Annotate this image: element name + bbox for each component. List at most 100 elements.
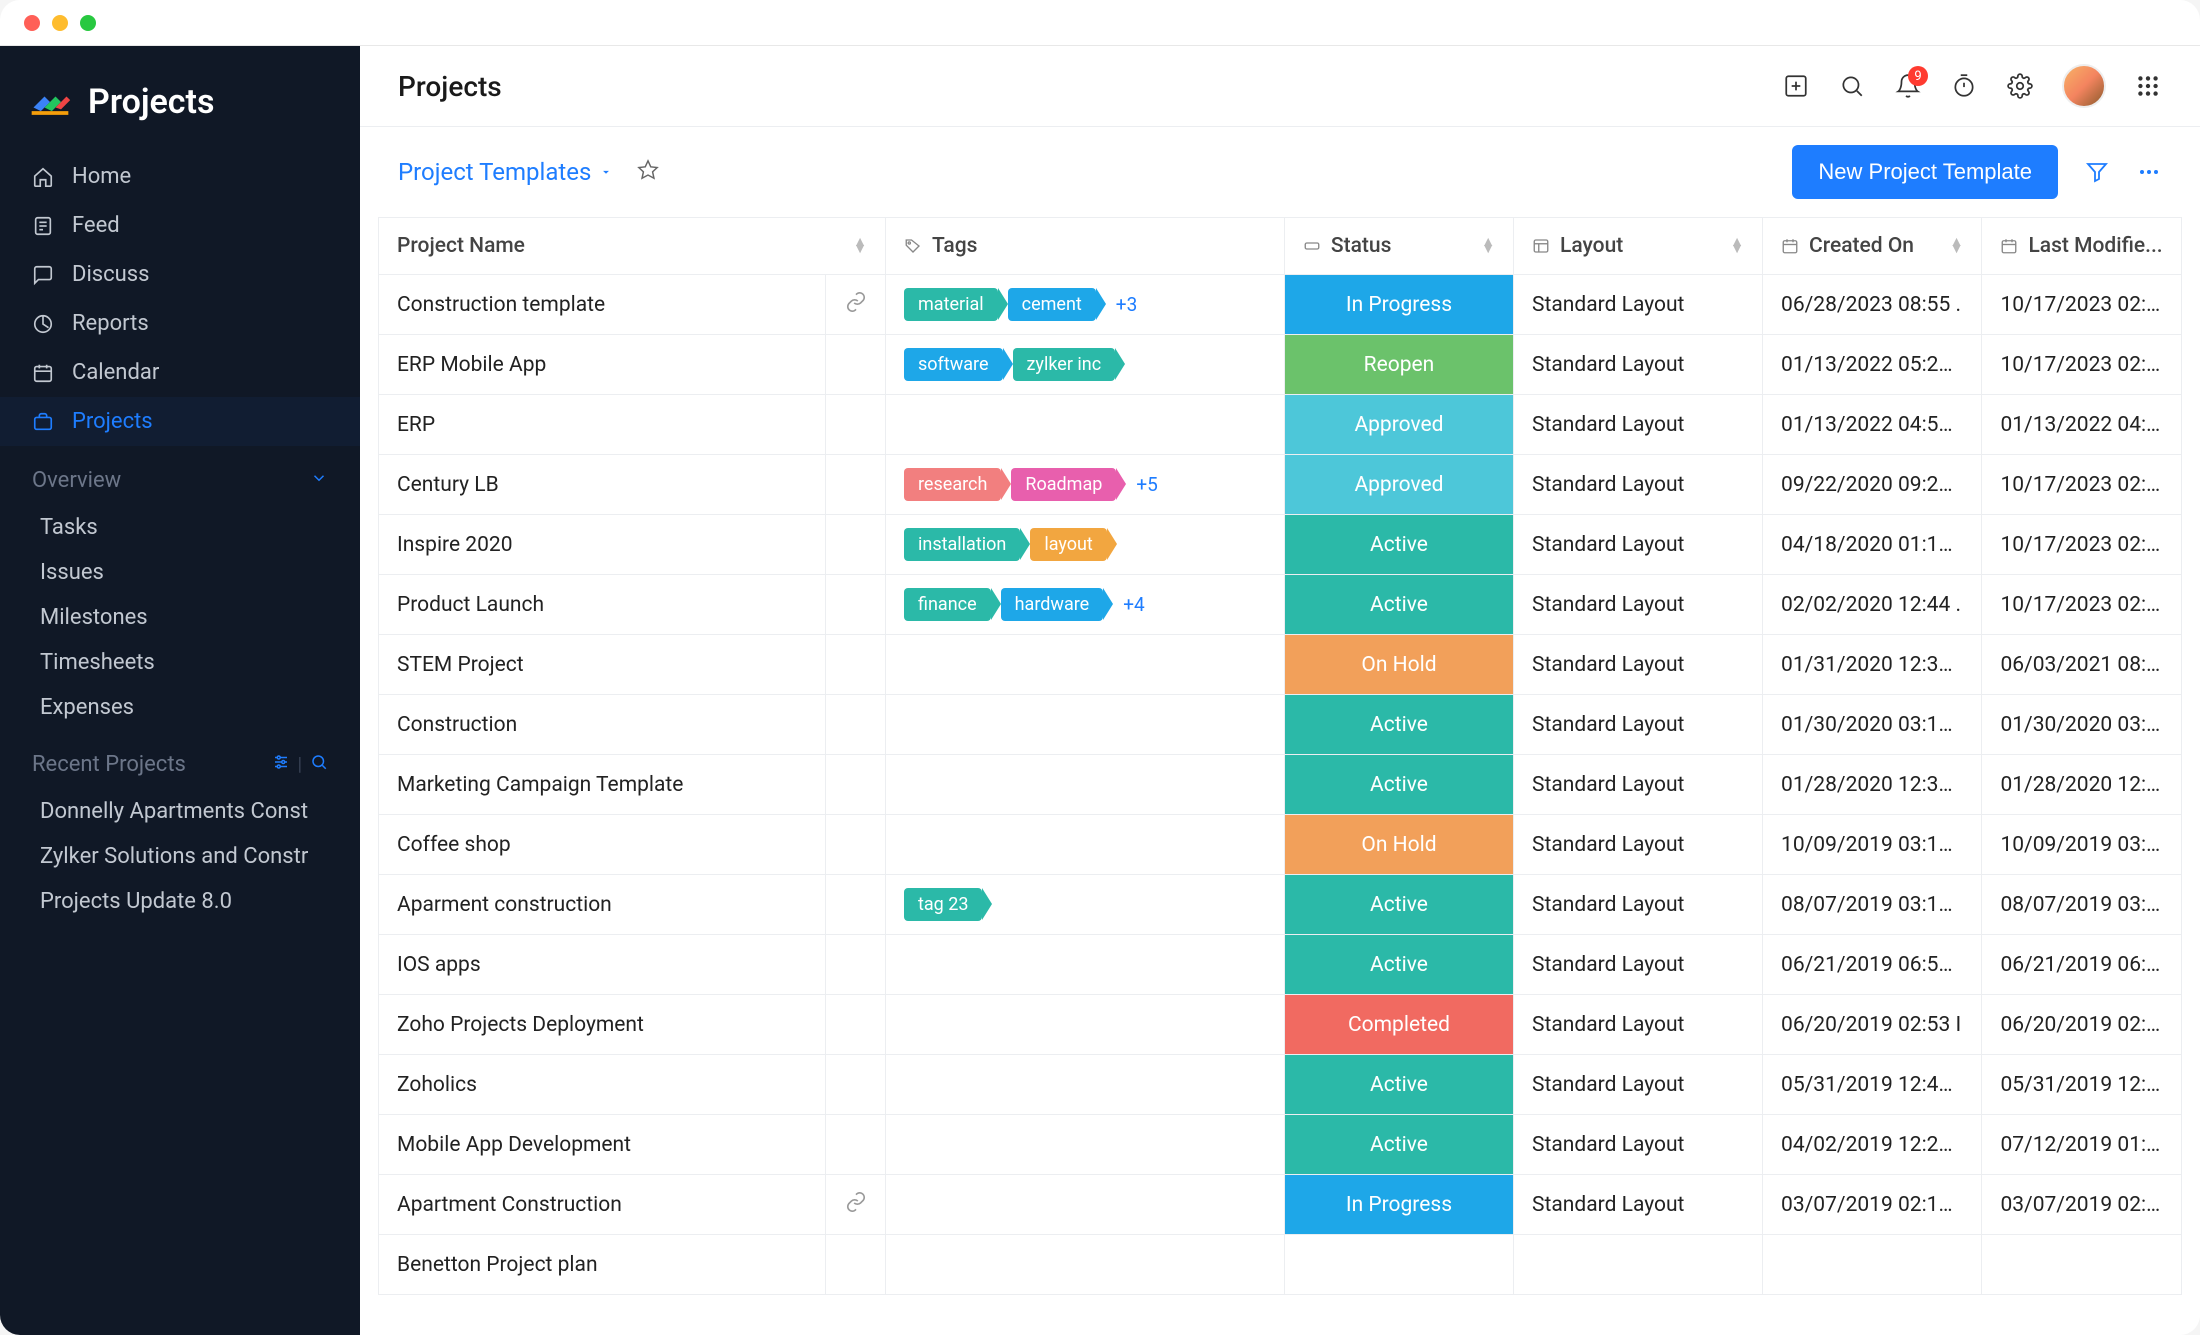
apps-grid-icon[interactable]: [2134, 72, 2162, 100]
table-row[interactable]: Coffee shopOn HoldStandard Layout10/09/2…: [379, 815, 2182, 875]
status-cell[interactable]: In Progress: [1284, 1175, 1513, 1235]
search-icon[interactable]: [1838, 72, 1866, 100]
tag[interactable]: software: [904, 348, 1003, 381]
overview-item[interactable]: Expenses: [0, 685, 360, 730]
new-template-button[interactable]: New Project Template: [1792, 145, 2058, 199]
recent-item[interactable]: Projects Update 8.0: [0, 879, 360, 924]
recent-item[interactable]: Zylker Solutions and Constr: [0, 834, 360, 879]
column-header-modified[interactable]: Last Modifie...: [1982, 218, 2182, 275]
more-tags[interactable]: +3: [1116, 293, 1137, 316]
project-name-cell[interactable]: Product Launch: [379, 575, 826, 635]
status-cell[interactable]: Completed: [1284, 995, 1513, 1055]
table-row[interactable]: IOS appsActiveStandard Layout06/21/2019 …: [379, 935, 2182, 995]
status-cell[interactable]: Active: [1284, 515, 1513, 575]
overview-item[interactable]: Tasks: [0, 505, 360, 550]
project-name-cell[interactable]: ERP: [379, 395, 826, 455]
project-name-cell[interactable]: Century LB: [379, 455, 826, 515]
table-row[interactable]: Zoho Projects DeploymentCompletedStandar…: [379, 995, 2182, 1055]
project-name-cell[interactable]: Aparment construction: [379, 875, 826, 935]
view-dropdown[interactable]: Project Templates: [398, 158, 613, 186]
tag[interactable]: Roadmap: [1011, 468, 1116, 501]
filter-icon[interactable]: [2084, 159, 2110, 185]
table-row[interactable]: Product Launchfinancehardware+4ActiveSta…: [379, 575, 2182, 635]
table-row[interactable]: Mobile App DevelopmentActiveStandard Lay…: [379, 1115, 2182, 1175]
project-name-cell[interactable]: Coffee shop: [379, 815, 826, 875]
status-cell[interactable]: On Hold: [1284, 635, 1513, 695]
recent-item[interactable]: Donnelly Apartments Const: [0, 789, 360, 834]
column-header-name[interactable]: Project Name▲▼: [379, 218, 886, 275]
table-row[interactable]: Construction template material cement +3 In …: [379, 275, 2182, 335]
column-header-layout[interactable]: Layout▲▼: [1514, 218, 1763, 275]
overview-item[interactable]: Timesheets: [0, 640, 360, 685]
tag[interactable]: material: [904, 288, 998, 321]
column-header-status[interactable]: Status▲▼: [1284, 218, 1513, 275]
overview-section-header[interactable]: Overview: [0, 446, 360, 505]
project-name-cell[interactable]: Mobile App Development: [379, 1115, 826, 1175]
table-row[interactable]: Aparment constructiontag 23ActiveStandar…: [379, 875, 2182, 935]
status-cell[interactable]: [1284, 1235, 1513, 1295]
project-name-cell[interactable]: STEM Project: [379, 635, 826, 695]
avatar[interactable]: [2062, 64, 2106, 108]
project-name-cell[interactable]: IOS apps: [379, 935, 826, 995]
table-row[interactable]: Inspire 2020installationlayoutActiveStan…: [379, 515, 2182, 575]
project-name-cell[interactable]: Apartment Construction: [379, 1175, 826, 1235]
tag[interactable]: zylker inc: [1013, 348, 1116, 381]
status-cell[interactable]: Reopen: [1284, 335, 1513, 395]
nav-item-calendar[interactable]: Calendar: [0, 348, 360, 397]
status-cell[interactable]: Active: [1284, 755, 1513, 815]
tag[interactable]: layout: [1030, 528, 1107, 561]
status-cell[interactable]: Active: [1284, 695, 1513, 755]
more-tags[interactable]: +5: [1136, 473, 1157, 496]
nav-item-feed[interactable]: Feed: [0, 201, 360, 250]
status-cell[interactable]: Approved: [1284, 395, 1513, 455]
status-cell[interactable]: Active: [1284, 1115, 1513, 1175]
minimize-window-button[interactable]: [52, 15, 68, 31]
project-name-cell[interactable]: Marketing Campaign Template: [379, 755, 826, 815]
project-name-cell[interactable]: Inspire 2020: [379, 515, 826, 575]
link-icon[interactable]: [845, 295, 867, 319]
link-icon[interactable]: [845, 1195, 867, 1219]
favorite-icon[interactable]: [637, 159, 659, 185]
nav-item-reports[interactable]: Reports: [0, 299, 360, 348]
table-row[interactable]: Marketing Campaign TemplateActiveStandar…: [379, 755, 2182, 815]
table-row[interactable]: ERPApprovedStandard Layout01/13/2022 04:…: [379, 395, 2182, 455]
table-row[interactable]: Apartment ConstructionIn ProgressStandar…: [379, 1175, 2182, 1235]
table-row[interactable]: Century LBresearchRoadmap+5ApprovedStand…: [379, 455, 2182, 515]
tag[interactable]: cement: [1008, 288, 1096, 321]
column-header-tags[interactable]: Tags: [886, 218, 1285, 275]
status-cell[interactable]: Active: [1284, 875, 1513, 935]
filter-sliders-icon[interactable]: [272, 753, 290, 776]
nav-item-projects[interactable]: Projects: [0, 397, 360, 446]
close-window-button[interactable]: [24, 15, 40, 31]
tag[interactable]: hardware: [1001, 588, 1104, 621]
add-icon[interactable]: [1782, 72, 1810, 100]
timer-icon[interactable]: [1950, 72, 1978, 100]
status-cell[interactable]: On Hold: [1284, 815, 1513, 875]
more-tags[interactable]: +4: [1123, 593, 1144, 616]
tag[interactable]: finance: [904, 588, 991, 621]
notifications-icon[interactable]: 9: [1894, 72, 1922, 100]
table-row[interactable]: ZoholicsActiveStandard Layout05/31/2019 …: [379, 1055, 2182, 1115]
project-name-cell[interactable]: Zoholics: [379, 1055, 826, 1115]
project-name-cell[interactable]: Construction template: [379, 275, 826, 335]
status-cell[interactable]: Active: [1284, 575, 1513, 635]
status-cell[interactable]: In Progress: [1284, 275, 1513, 335]
column-header-created[interactable]: Created On▲▼: [1763, 218, 1982, 275]
status-cell[interactable]: Active: [1284, 1055, 1513, 1115]
more-icon[interactable]: [2136, 159, 2162, 185]
status-cell[interactable]: Approved: [1284, 455, 1513, 515]
overview-item[interactable]: Milestones: [0, 595, 360, 640]
maximize-window-button[interactable]: [80, 15, 96, 31]
table-row[interactable]: ERP Mobile Appsoftwarezylker incReopenSt…: [379, 335, 2182, 395]
nav-item-home[interactable]: Home: [0, 152, 360, 201]
settings-icon[interactable]: [2006, 72, 2034, 100]
project-name-cell[interactable]: Benetton Project plan: [379, 1235, 826, 1295]
table-row[interactable]: Benetton Project plan: [379, 1235, 2182, 1295]
search-icon[interactable]: [310, 753, 328, 776]
nav-item-discuss[interactable]: Discuss: [0, 250, 360, 299]
project-name-cell[interactable]: ERP Mobile App: [379, 335, 826, 395]
tag[interactable]: tag 23: [904, 888, 982, 921]
table-row[interactable]: ConstructionActiveStandard Layout01/30/2…: [379, 695, 2182, 755]
table-row[interactable]: STEM ProjectOn HoldStandard Layout01/31/…: [379, 635, 2182, 695]
overview-item[interactable]: Issues: [0, 550, 360, 595]
